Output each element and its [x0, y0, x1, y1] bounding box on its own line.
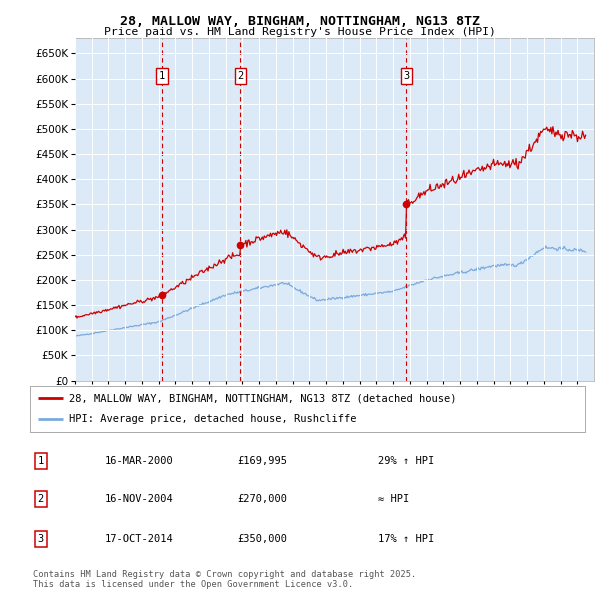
Text: ≈ HPI: ≈ HPI: [378, 494, 409, 504]
Text: 3: 3: [38, 535, 44, 544]
Text: 17% ↑ HPI: 17% ↑ HPI: [378, 535, 434, 544]
Text: Price paid vs. HM Land Registry's House Price Index (HPI): Price paid vs. HM Land Registry's House …: [104, 27, 496, 37]
Text: 1: 1: [159, 71, 166, 81]
Text: 29% ↑ HPI: 29% ↑ HPI: [378, 456, 434, 466]
Text: 28, MALLOW WAY, BINGHAM, NOTTINGHAM, NG13 8TZ (detached house): 28, MALLOW WAY, BINGHAM, NOTTINGHAM, NG1…: [69, 394, 457, 404]
Text: £270,000: £270,000: [237, 494, 287, 504]
Text: 2: 2: [237, 71, 244, 81]
Text: 28, MALLOW WAY, BINGHAM, NOTTINGHAM, NG13 8TZ: 28, MALLOW WAY, BINGHAM, NOTTINGHAM, NG1…: [120, 15, 480, 28]
Text: £169,995: £169,995: [237, 456, 287, 466]
Text: 16-MAR-2000: 16-MAR-2000: [105, 456, 174, 466]
Text: 2: 2: [38, 494, 44, 504]
Text: HPI: Average price, detached house, Rushcliffe: HPI: Average price, detached house, Rush…: [69, 414, 356, 424]
Text: 16-NOV-2004: 16-NOV-2004: [105, 494, 174, 504]
Text: Contains HM Land Registry data © Crown copyright and database right 2025.
This d: Contains HM Land Registry data © Crown c…: [33, 570, 416, 589]
Text: 1: 1: [38, 456, 44, 466]
Text: 17-OCT-2014: 17-OCT-2014: [105, 535, 174, 544]
Text: £350,000: £350,000: [237, 535, 287, 544]
Text: 3: 3: [403, 71, 410, 81]
